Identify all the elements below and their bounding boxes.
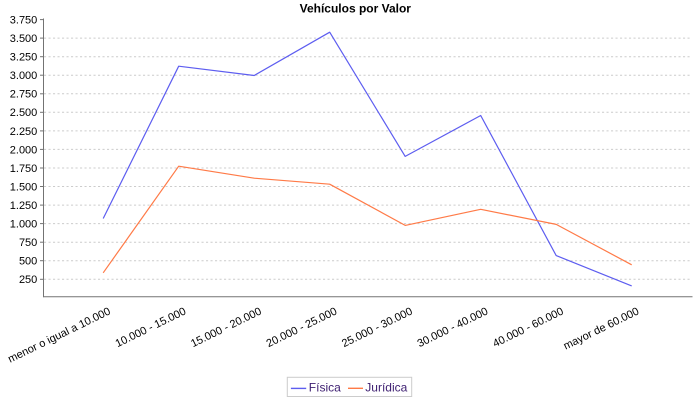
svg-text:2.750: 2.750: [10, 89, 38, 101]
svg-text:1.500: 1.500: [10, 181, 38, 193]
svg-text:3.500: 3.500: [10, 33, 38, 45]
svg-text:Jurídica: Jurídica: [365, 380, 407, 394]
svg-text:500: 500: [19, 256, 37, 268]
svg-text:Física: Física: [309, 380, 341, 394]
svg-text:2.000: 2.000: [10, 144, 38, 156]
svg-text:3.250: 3.250: [10, 52, 38, 64]
svg-text:1.250: 1.250: [10, 200, 38, 212]
svg-text:1.000: 1.000: [10, 219, 38, 231]
svg-text:2.500: 2.500: [10, 107, 38, 119]
svg-text:750: 750: [19, 237, 37, 249]
svg-text:250: 250: [19, 274, 37, 286]
svg-text:Vehículos por Valor: Vehículos por Valor: [300, 1, 412, 15]
svg-text:3.750: 3.750: [10, 15, 38, 27]
svg-text:1.750: 1.750: [10, 163, 38, 175]
svg-text:3.000: 3.000: [10, 70, 38, 82]
svg-text:2.250: 2.250: [10, 126, 38, 138]
